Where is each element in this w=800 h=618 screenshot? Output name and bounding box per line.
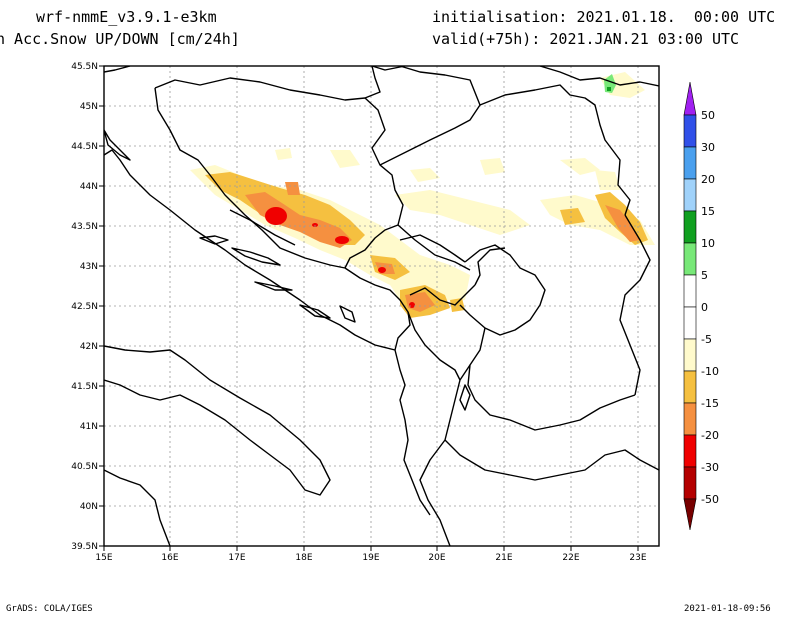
colorbar [683,81,697,531]
colorbar-label: -5 [701,333,712,346]
lat-label: 45.5N [71,62,98,72]
colorbar-label: -30 [701,461,719,474]
grads-credit: GrADS: COLA/IGES [6,604,93,614]
colorbar-swatch [683,242,697,276]
colorbar-swatch [683,114,697,148]
coastlines-and-borders [104,66,659,546]
lon-label: 16E [161,553,178,563]
colorbar-swatch [683,434,697,468]
lon-label: 17E [228,553,245,563]
colorbar-label: -15 [701,397,719,410]
colorbar-label: 15 [701,205,715,218]
lat-label: 43N [80,262,98,272]
colorbar-label: 0 [701,301,708,314]
lat-label: 44.5N [71,142,98,152]
lon-label: 18E [295,553,312,563]
colorbar-label: -20 [701,429,719,442]
colorbar-label: 10 [701,237,715,250]
lat-label: 44N [80,182,98,192]
lon-label: 19E [362,553,379,563]
initialisation-time: initialisation: 2021.01.18. 00:00 UTC [432,8,776,26]
model-title: wrf-nmmE_v3.9.1-e3km [36,8,217,26]
lat-label: 40N [80,502,98,512]
colorbar-label: 50 [701,109,715,122]
colorbar-label: -50 [701,493,719,506]
lat-label: 45N [80,102,98,112]
colorbar-swatch [683,402,697,436]
lon-label: 22E [562,553,579,563]
axis-ticks [99,65,639,551]
lon-label: 21E [495,553,512,563]
map-content [104,66,659,546]
colorbar-label: 30 [701,141,715,154]
colorbar-swatch [683,338,697,372]
lat-label: 42N [80,342,98,352]
lon-label: 15E [95,553,112,563]
colorbar-label: 5 [701,269,708,282]
lon-label: 23E [629,553,646,563]
snow-red-areas [265,207,415,308]
valid-time: valid(+75h): 2021.JAN.21 03:00 UTC [432,30,740,48]
snow-green-area [604,74,616,93]
colorbar-swatch [683,146,697,180]
lat-label: 41N [80,422,98,432]
lat-label: 41.5N [71,382,98,392]
longitude-labels: 15E 16E 17E 18E 19E 20E 21E 22E 23E [95,553,646,563]
field-title: n Acc.Snow UP/DOWN [cm/24h] [0,30,240,48]
lat-label: 39.5N [71,542,98,552]
lat-label: 43.5N [71,222,98,232]
latitude-labels: 45.5N 45N 44.5N 44N 43.5N 43N 42.5N 42N … [71,62,98,552]
render-timestamp: 2021-01-18-09:56 [684,604,771,614]
colorbar-swatch [683,210,697,244]
colorbar-bottom-arrow [683,498,697,531]
lat-label: 40.5N [71,462,98,472]
snow-orange-areas [245,182,640,312]
colorbar-swatch [683,370,697,404]
lat-label: 42.5N [71,302,98,312]
lat-lon-grid [104,66,659,546]
colorbar-top-arrow [683,81,697,116]
colorbar-label: -10 [701,365,719,378]
colorbar-swatch [683,466,697,500]
colorbar-swatch [683,306,697,340]
colorbar-swatch [683,274,697,308]
colorbar-swatch [683,178,697,212]
colorbar-labels: 50 30 20 15 10 5 0 -5 -10 -15 -20 -30 -5… [701,109,719,506]
lon-label: 20E [428,553,445,563]
colorbar-label: 20 [701,173,715,186]
